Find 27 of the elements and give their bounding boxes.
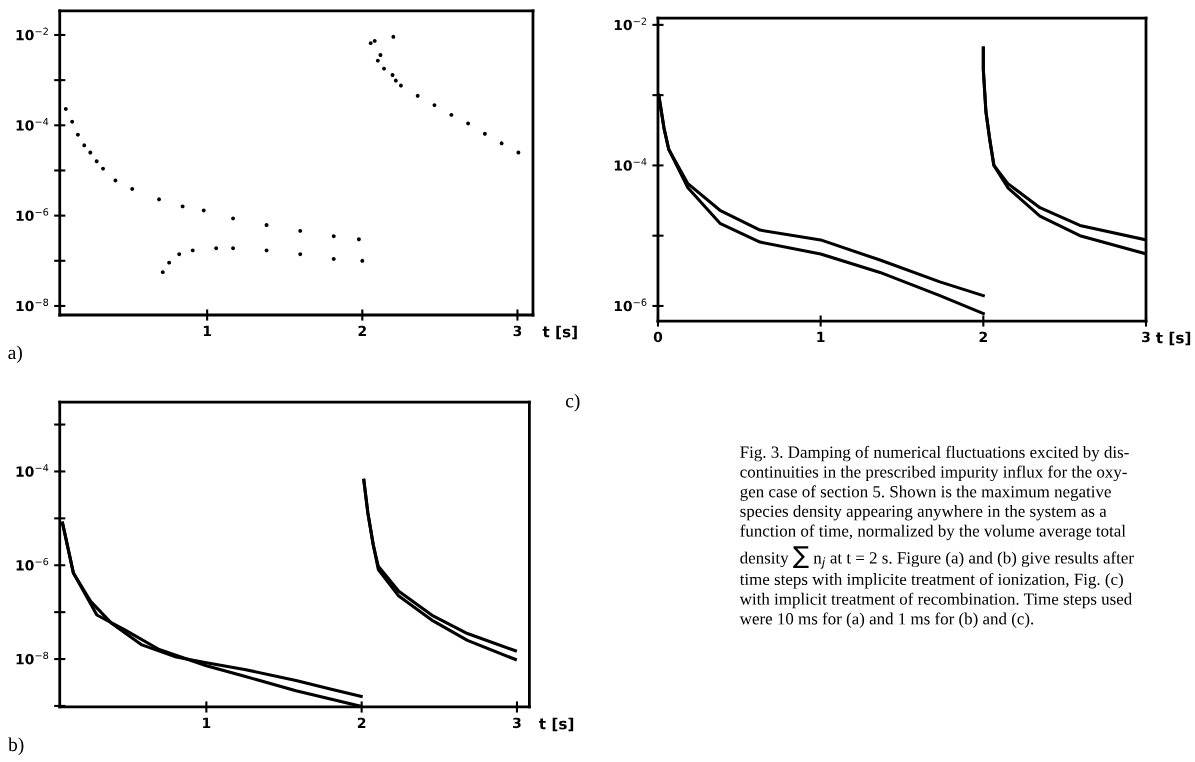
x-tick-label: 2: [358, 325, 366, 336]
y-tick-label: 10$^{−6}$: [16, 557, 49, 571]
y-tick-label: 10$^{−4}$: [614, 158, 647, 171]
y-tick-label: 10$^{−4}$: [16, 464, 49, 477]
text: a): [8, 345, 22, 364]
y-tick-label: 10$^{−8}$: [16, 651, 49, 665]
x-tick-label: 3: [1142, 331, 1150, 343]
y-tick-label: 10$^{−4}$: [16, 118, 49, 131]
text: b): [8, 737, 24, 756]
text: Fig. 3. Damping of numerical fluctuations excited by dis- continuities in the prescribed impurity influx for the oxy- gen case of section 5. Shown is the maximum negative species density appearing anywhere in the system as a function of time, normalized by the volume average total density ∑ n$_{j}$ at t = 2 s. Figure (a) and (b) give results after time steps with implicite treatment of ionization, Fig. (c) with implicit treatment of recombination. Time steps used were 10 ms for (a) and 1 ms for (b) and (c).: [739, 445, 1134, 628]
x-tick-label: 3: [513, 717, 521, 729]
x-tick-label: 1: [203, 325, 212, 336]
x-tick-label: 3: [513, 325, 522, 337]
y-tick-label: 10$^{−2}$: [614, 17, 647, 31]
text: c): [565, 393, 580, 412]
y-tick-label: 10$^{−6}$: [16, 208, 49, 221]
y-tick-label: 10$^{−8}$: [16, 298, 49, 312]
x-tick-label: 2: [357, 717, 366, 728]
x-tick-label: 2: [979, 331, 987, 342]
x-axis-title: t [s]: [538, 717, 574, 732]
x-axis-title: t [s]: [1155, 331, 1191, 346]
x-tick-label: 1: [203, 717, 211, 728]
x-axis-title: t [s]: [542, 325, 577, 340]
x-tick-label: 0: [653, 331, 663, 343]
y-tick-label: 10$^{−6}$: [614, 298, 647, 312]
x-tick-label: 1: [817, 331, 825, 342]
y-tick-label: 10$^{−2}$: [16, 27, 48, 41]
